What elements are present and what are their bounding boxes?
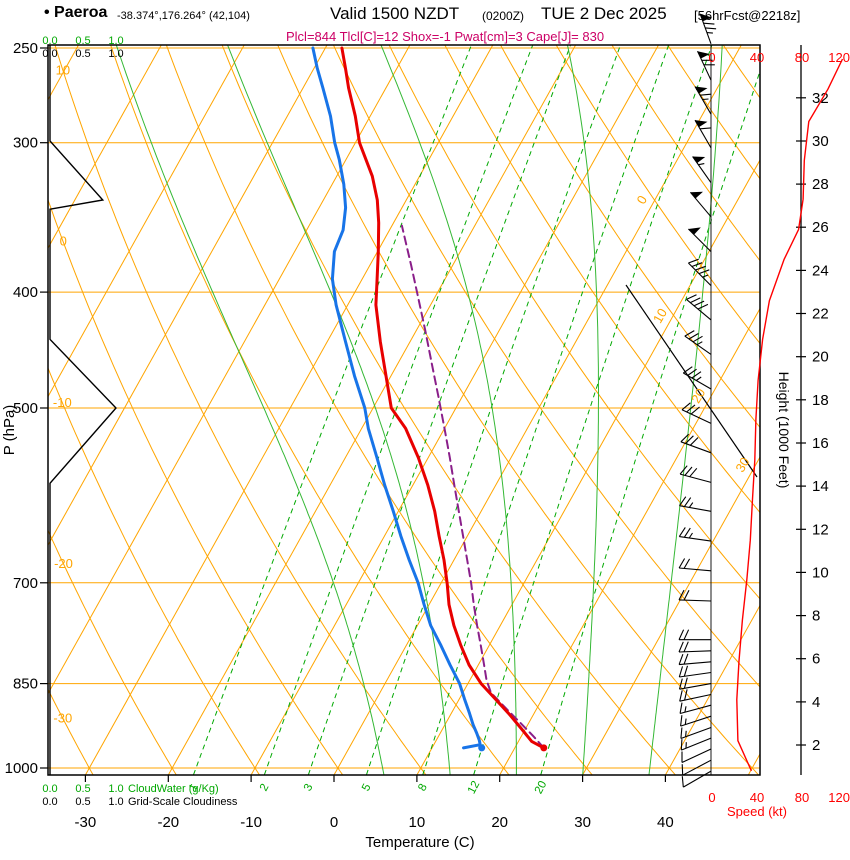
svg-text:0: 0 [330,814,338,831]
surface-dewpoint-dot [478,744,486,752]
svg-text:80: 80 [795,790,809,805]
svg-text:0: 0 [708,50,715,65]
svg-text:Temperature (C): Temperature (C) [365,834,474,851]
svg-text:-30: -30 [53,711,72,726]
speed-scale: 0 0 40 40 80 80 120 120 Speed (kt) [708,50,850,819]
svg-text:-20: -20 [54,556,73,571]
sounding-profiles [311,46,548,752]
svg-text:-20: -20 [157,814,179,831]
svg-text:30: 30 [812,133,829,150]
svg-text:850: 850 [13,676,38,693]
svg-text:14: 14 [812,478,829,495]
svg-text:16: 16 [812,435,829,452]
svg-text:18: 18 [812,392,829,409]
svg-text:0.0: 0.0 [42,48,57,60]
svg-text:22: 22 [812,306,829,323]
svg-text:0: 0 [708,790,715,805]
svg-text:30: 30 [574,814,591,831]
svg-text:2: 2 [812,737,820,754]
wind-speed-profile [736,58,844,772]
cloudiness-profile [49,45,117,775]
svg-text:Speed (kt): Speed (kt) [727,804,787,819]
svg-text:4: 4 [812,694,820,711]
svg-text:1.0: 1.0 [108,48,123,60]
svg-text:-10: -10 [240,814,262,831]
svg-text:12: 12 [466,779,483,796]
cloud-scales: 0.0 0.5 1.0 0.0 0.5 1.0 0.0 0.5 1.0 CloudWater (g… [42,35,238,808]
svg-text:250: 250 [13,40,38,57]
svg-text:1.0: 1.0 [108,796,123,808]
svg-text:300: 300 [13,135,38,152]
svg-text:80: 80 [795,50,809,65]
background-grid [48,45,760,775]
svg-text:8: 8 [416,782,430,793]
svg-text:40: 40 [750,790,764,805]
svg-text:CloudWater (g/Kg): CloudWater (g/Kg) [128,783,219,795]
svg-text:0.5: 0.5 [75,48,90,60]
svg-text:26: 26 [812,219,829,236]
valid-date: TUE 2 Dec 2025 [541,4,667,23]
svg-text:20: 20 [491,814,508,831]
svg-text:10: 10 [409,814,426,831]
svg-text:20: 20 [533,779,550,796]
svg-text:0.5: 0.5 [75,35,90,47]
wind-barbs [678,13,717,788]
svg-text:3: 3 [302,782,316,793]
svg-text:P (hPa): P (hPa) [1,405,18,456]
svg-text:0: 0 [633,193,650,207]
svg-text:-10: -10 [53,395,72,410]
svg-text:20: 20 [812,349,829,366]
svg-text:Grid-Scale Cloudiness: Grid-Scale Cloudiness [128,796,238,808]
temperature-curve [340,46,546,750]
svg-text:6: 6 [812,651,820,668]
svg-text:400: 400 [13,284,38,301]
svg-text:0.0: 0.0 [42,35,57,47]
station-coords: -38.374°,176.264° (42,104) [117,10,250,22]
svg-text:10: 10 [812,564,829,581]
svg-text:0.5: 0.5 [75,796,90,808]
svg-text:28: 28 [812,176,829,193]
svg-text:1: 1 [187,782,201,793]
station-name: • Paeroa [44,4,108,21]
svg-text:40: 40 [657,814,674,831]
svg-text:0: 0 [60,234,67,249]
svg-text:-30: -30 [75,814,97,831]
svg-text:500: 500 [13,400,38,417]
svg-text:0.0: 0.0 [42,783,57,795]
svg-text:8: 8 [812,608,820,625]
svg-text:1000: 1000 [5,760,38,777]
sounding-indices: Plcl=844 Tlcl[C]=12 Shox=-1 Pwat[cm]=3 C… [286,29,605,44]
svg-text:20: 20 [688,386,708,406]
surface-temperature-dot [540,744,548,752]
data-boundary-line [625,284,758,478]
svg-text:0.0: 0.0 [42,796,57,808]
svg-text:700: 700 [13,575,38,592]
svg-text:5: 5 [360,782,374,793]
svg-text:12: 12 [812,521,829,538]
svg-text:40: 40 [750,50,764,65]
svg-text:24: 24 [812,262,829,279]
svg-text:30: 30 [732,455,752,475]
dewpoint-curve [311,46,482,750]
valid-time: Valid 1500 NZDT [330,4,460,23]
svg-text:0.5: 0.5 [75,783,90,795]
forecast-reference: [56hrFcst@2218z] [694,8,801,23]
svg-text:1.0: 1.0 [108,783,123,795]
svg-text:2: 2 [258,782,272,793]
svg-text:1.0: 1.0 [108,35,123,47]
valid-time-utc: (0200Z) [482,9,525,23]
svg-text:Height (1000 Feet): Height (1000 Feet) [776,372,792,489]
svg-text:10: 10 [56,62,70,77]
svg-text:10: 10 [650,306,670,326]
svg-text:120: 120 [828,790,850,805]
svg-text:120: 120 [828,50,850,65]
